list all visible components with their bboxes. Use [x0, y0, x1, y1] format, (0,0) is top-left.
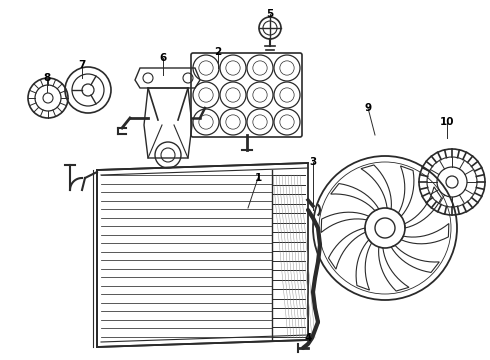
Text: 4: 4 — [304, 333, 312, 343]
Text: 10: 10 — [440, 117, 454, 127]
Text: 6: 6 — [159, 53, 167, 63]
Text: 5: 5 — [267, 9, 273, 19]
Text: 1: 1 — [254, 173, 262, 183]
Text: 9: 9 — [365, 103, 371, 113]
Text: 2: 2 — [215, 47, 221, 57]
Text: 8: 8 — [44, 73, 50, 83]
Text: 3: 3 — [309, 157, 317, 167]
Text: 7: 7 — [78, 60, 86, 70]
